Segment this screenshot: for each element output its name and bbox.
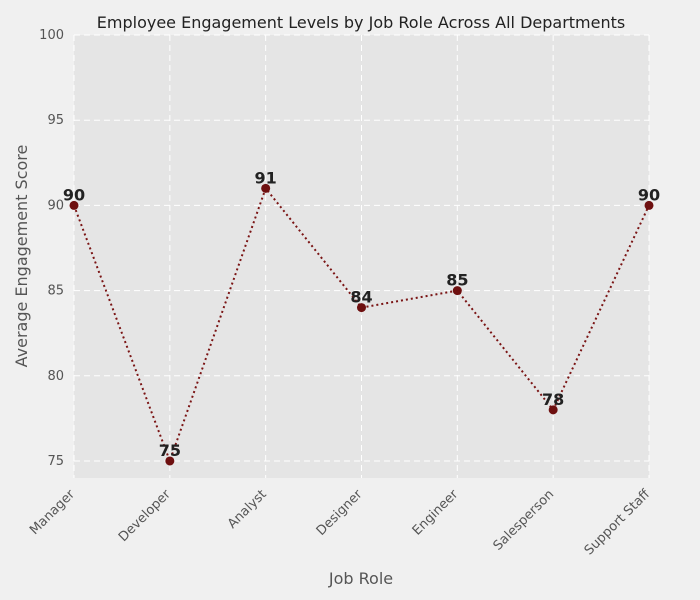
y-tick-label: 90	[47, 198, 64, 213]
y-tick-label: 80	[47, 369, 64, 384]
data-label: 85	[446, 271, 468, 290]
data-point	[357, 303, 366, 313]
y-tick-labels: 75 80 85 90 95 100	[39, 28, 64, 469]
x-axis-label: Job Role	[328, 569, 393, 588]
data-label: 84	[350, 288, 372, 307]
y-tick-label: 95	[47, 113, 64, 128]
y-tick-label: 75	[47, 454, 64, 469]
y-axis-label: Average Engagement Score	[12, 145, 31, 368]
y-tick-label: 85	[47, 284, 64, 299]
data-label: 90	[63, 185, 85, 204]
data-label: 90	[638, 185, 660, 204]
x-tick-label: Salesperson	[491, 487, 558, 554]
x-tick-label: Designer	[314, 487, 366, 539]
data-point	[69, 200, 79, 210]
y-tick-label: 100	[39, 28, 64, 43]
x-tick-label: Developer	[116, 487, 174, 545]
data-labels-group: 90 75 91 84 85 78 90	[63, 168, 660, 460]
x-tick-label: Analyst	[225, 487, 270, 532]
x-tick-label: Manager	[27, 487, 78, 538]
data-point	[644, 200, 654, 210]
data-point	[165, 456, 175, 466]
x-tick-label: Support Staff	[582, 486, 654, 558]
chart-title: Employee Engagement Levels by Job Role A…	[97, 13, 625, 32]
data-label: 75	[159, 441, 181, 460]
data-point	[548, 405, 558, 415]
x-tick-labels: Manager Developer Analyst Designer Engineer S…	[27, 486, 654, 558]
series-group	[69, 183, 654, 466]
data-label: 78	[542, 390, 564, 409]
data-point	[452, 286, 462, 296]
data-point	[261, 183, 271, 193]
x-tick-label: Engineer	[410, 487, 462, 539]
data-label: 91	[255, 168, 277, 187]
